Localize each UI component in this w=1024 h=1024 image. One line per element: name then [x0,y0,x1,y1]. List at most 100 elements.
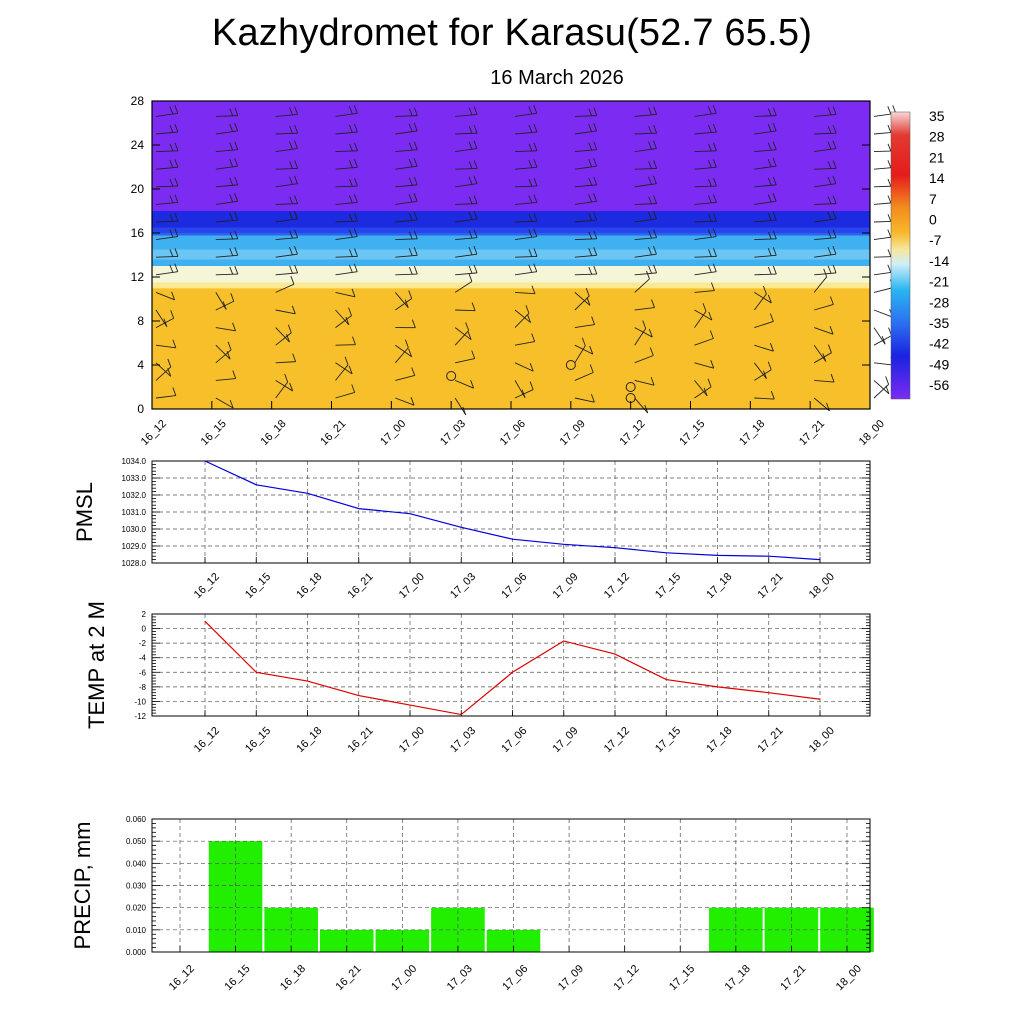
wind-barb [827,176,832,185]
wind-barb [155,202,178,205]
wind-barb [468,230,473,239]
wind-barb [473,106,478,115]
wind-barb [455,132,478,135]
wind-barb [455,309,476,312]
y-tick-label: 1033.0 [122,474,147,483]
wind-barb [215,200,238,205]
wind-barb [335,166,358,170]
wind-barb [887,195,892,204]
wind-barb [694,271,717,276]
wind-barb [289,265,294,274]
wind-barb [294,210,298,220]
wind-barb [473,245,478,255]
wind-barb [468,107,473,116]
wind-barb [873,287,894,293]
wind-barb [335,364,349,381]
wind-barb [887,264,892,273]
wind-barb [754,184,777,188]
wind-barb [408,212,413,221]
wind-barb [708,311,713,321]
wind-barb [814,253,837,258]
wind-barb [653,125,658,134]
wind-barb [588,108,593,117]
wind-barb [634,278,650,293]
wind-barb [155,309,168,328]
wind-barb [275,332,292,346]
wind-barb [344,356,349,365]
y-tick-label: 20 [131,182,145,196]
wind-barb [832,175,837,184]
wind-barb [155,185,179,188]
wind-barb [754,149,777,153]
wind-barb [770,390,775,400]
wind-barb [754,321,774,329]
wind-barb [348,106,353,115]
wind-barb [574,200,597,205]
wind-barb [275,327,290,343]
wind-barb [634,148,657,153]
pmsl-series-line [204,460,821,561]
wind-barb [230,293,235,302]
wind-barb [174,159,179,168]
wind-barb [762,285,767,295]
wind-barb [712,159,717,168]
wind-barb [830,373,835,383]
wind-barb [234,211,239,221]
x-tick-label: 16_12 [139,418,169,448]
y-tick-label: 4 [137,358,144,372]
wind-barb [574,184,597,188]
x-tick-label: 17_15 [653,725,683,755]
wind-barb [694,362,714,369]
wind-barb [275,148,298,153]
wind-barb [813,276,828,293]
wind-barb [710,360,715,369]
wind-barb [292,353,297,362]
wind-barb [593,176,598,186]
wind-barb [215,349,232,364]
wind-barb [767,266,772,275]
wind-barb [215,165,238,170]
colorbar-label: -14 [929,253,949,269]
wind-barb [528,143,533,152]
wind-barb [234,265,239,275]
wind-barb [215,378,236,381]
wind-barb [172,387,177,396]
wind-barb [335,392,355,399]
wind-barb [763,370,767,379]
colorbar-label: 28 [929,129,945,145]
wind-barb [521,389,526,398]
wind-barb [754,238,777,241]
wind-barb [155,112,178,117]
y-tick-label: 0.030 [126,882,147,891]
wind-barb [754,397,775,400]
x-tick-label: 16_21 [346,725,376,755]
wind-barb [275,183,298,188]
wind-barb [335,150,358,153]
wind-barb [694,255,717,258]
wind-barb [586,297,591,306]
wind-barb [514,112,537,117]
wind-barb [648,126,653,134]
wind-barb [514,291,535,295]
wind-barb [394,292,409,308]
wind-barb [650,377,655,386]
wind-barb [229,248,234,256]
wind-barb [593,193,598,202]
wind-barb [229,194,234,203]
wind-barb [455,183,478,188]
wind-barb [767,177,772,186]
x-tick-label: 17_00 [397,571,427,601]
y-axis-label: PMSL [72,482,97,542]
wind-barb [814,272,837,276]
wind-barb [653,245,657,255]
wind-barb [588,142,593,151]
wind-barb [832,245,837,255]
wind-barb [827,246,832,255]
wind-barb [155,166,178,170]
wind-barb [767,248,772,256]
wind-barb [455,272,478,276]
wind-barb [215,254,238,258]
wind-barb [215,238,238,241]
wind-barb [588,177,593,186]
wind-barb [707,195,712,204]
